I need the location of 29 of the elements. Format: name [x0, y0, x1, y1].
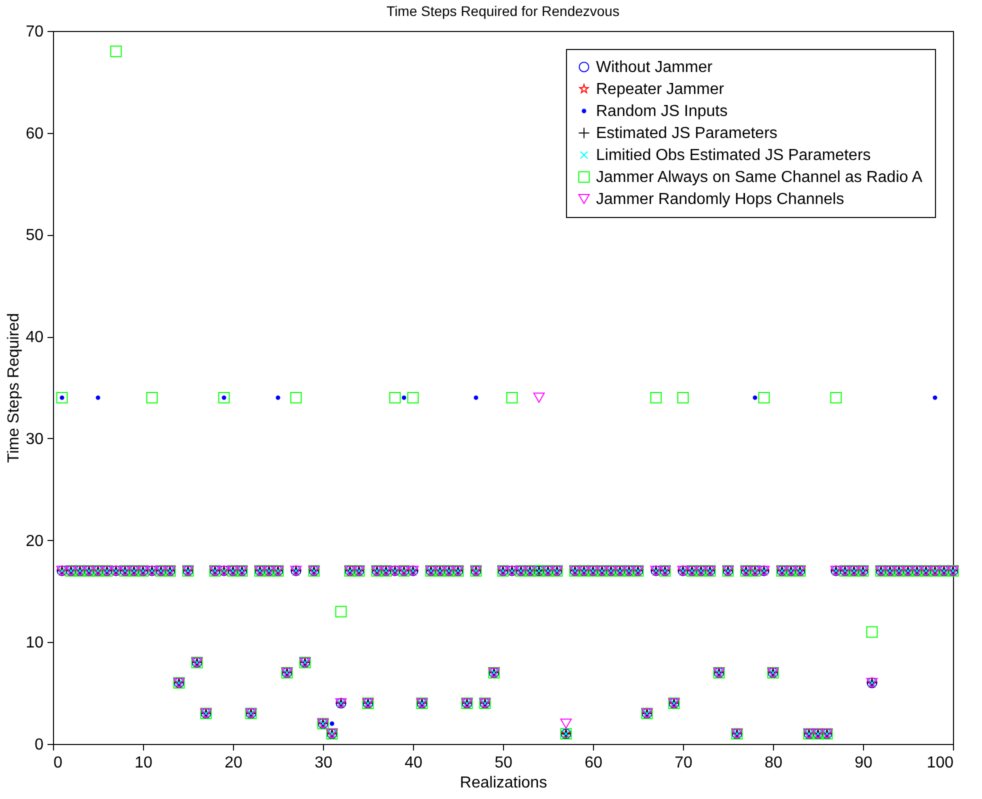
- y-tick-label: 40: [26, 329, 44, 346]
- x-tick-label: 40: [404, 754, 422, 772]
- x-tick-label: 100: [926, 754, 954, 772]
- legend-label: Random JS Inputs: [596, 103, 728, 120]
- y-tick-label: 70: [26, 24, 44, 40]
- y-tick-label: 10: [26, 634, 44, 652]
- legend-label: Estimated JS Parameters: [596, 125, 778, 142]
- x-axis-title: Realizations: [460, 774, 548, 792]
- legend-label: Jammer Always on Same Channel as Radio A: [596, 169, 923, 186]
- y-tick-label: 20: [26, 532, 44, 550]
- x-tick-label: 60: [584, 754, 602, 772]
- x-tick-label: 20: [224, 754, 242, 772]
- legend-label: Repeater Jammer: [596, 81, 725, 98]
- legend-label: Without Jammer: [596, 59, 714, 76]
- y-tick-label: 30: [26, 430, 44, 448]
- x-tick-label: 0: [54, 754, 62, 772]
- x-tick-label: 50: [494, 754, 512, 772]
- y-axis-title: Time Steps Required: [6, 313, 23, 463]
- x-tick-label: 80: [764, 754, 782, 772]
- x-tick-label: 10: [134, 754, 152, 772]
- y-tick-label: 0: [34, 736, 44, 754]
- legend-label: Limitied Obs Estimated JS Parameters: [596, 147, 871, 164]
- x-tick-label: 90: [854, 754, 872, 772]
- y-tick-label: 50: [26, 227, 44, 244]
- x-tick-label: 70: [674, 754, 692, 772]
- y-tick-label: 60: [26, 125, 44, 142]
- legend-label: Jammer Randomly Hops Channels: [596, 191, 844, 208]
- chart-title: Time Steps Required for Rendezvous: [386, 3, 620, 19]
- x-tick-label: 30: [314, 754, 332, 772]
